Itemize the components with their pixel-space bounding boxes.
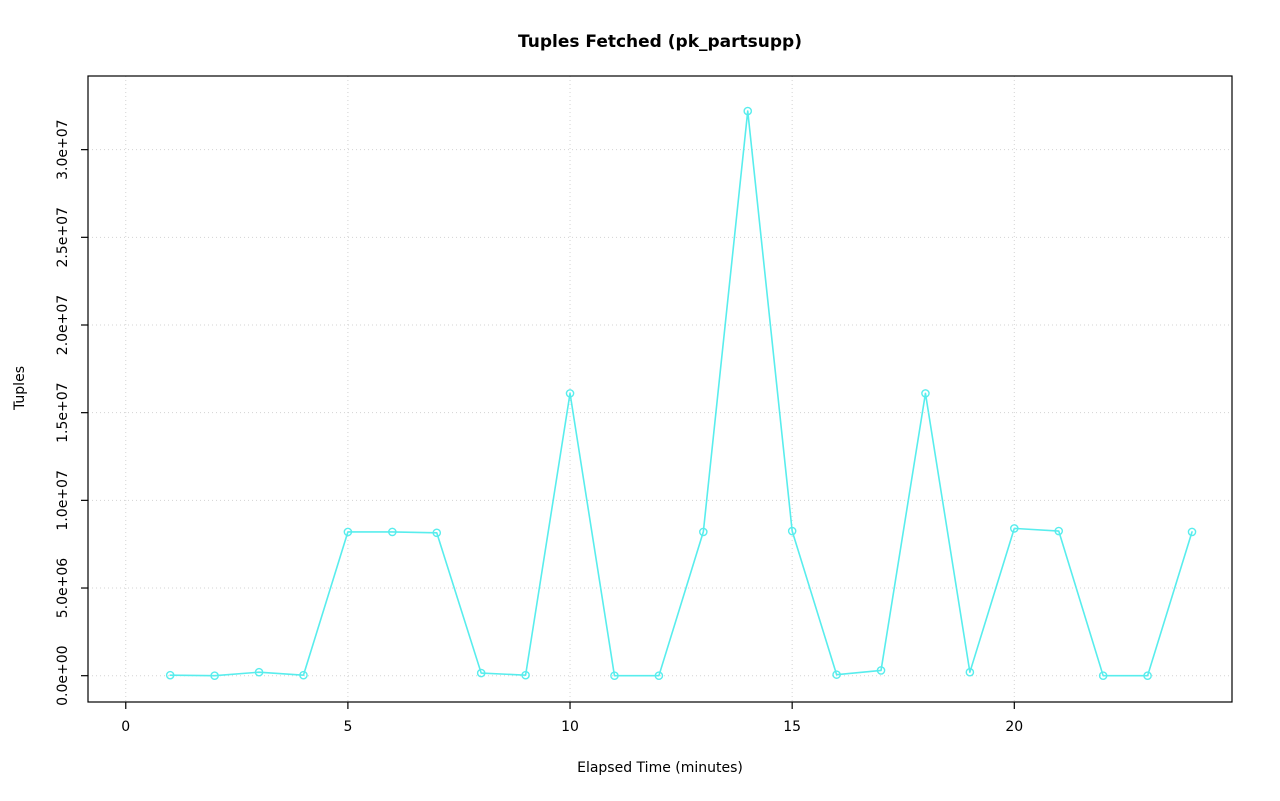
data-point (1143, 671, 1152, 680)
data-point (654, 671, 664, 680)
data-point (299, 670, 308, 680)
data-point (965, 667, 975, 677)
data-point (610, 671, 619, 680)
data-point (565, 389, 575, 398)
data-point (1010, 524, 1019, 533)
y-axis-title: Tuples (12, 366, 28, 410)
data-point (832, 670, 841, 679)
data-point (921, 389, 930, 398)
data-point (343, 527, 353, 537)
x-tick-label: 5 (343, 719, 352, 735)
y-tick-label: 0.0e+00 (55, 645, 71, 705)
y-tick-label: 3.0e+07 (55, 119, 71, 179)
data-point (787, 526, 797, 536)
data-point (743, 106, 753, 116)
plot-border (87, 75, 1233, 703)
data-point (1187, 527, 1197, 537)
data-point (165, 670, 175, 680)
data-point (210, 671, 219, 680)
x-tick-label: 15 (783, 719, 801, 735)
x-axis-title: Elapsed Time (minutes) (577, 760, 743, 776)
data-point (876, 666, 886, 675)
series-line (169, 110, 1193, 677)
y-tick-label: 1.5e+07 (55, 382, 71, 442)
data-point (1054, 526, 1064, 536)
data-point (476, 668, 486, 678)
data-point (432, 528, 442, 538)
y-tick-label: 1.0e+07 (55, 470, 71, 530)
data-point (254, 667, 264, 677)
y-tick-label: 2.0e+07 (55, 295, 71, 355)
x-tick-label: 10 (561, 719, 579, 735)
data-point (388, 527, 397, 537)
chart-title: Tuples Fetched (pk_partsupp) (518, 32, 802, 52)
data-point (699, 527, 708, 537)
data-point (1098, 671, 1108, 680)
x-tick-label: 0 (121, 719, 130, 735)
data-point (521, 670, 530, 680)
y-tick-label: 5.0e+06 (55, 558, 71, 619)
x-tick-label: 20 (1005, 719, 1023, 735)
y-tick-label: 2.5e+07 (55, 207, 71, 267)
